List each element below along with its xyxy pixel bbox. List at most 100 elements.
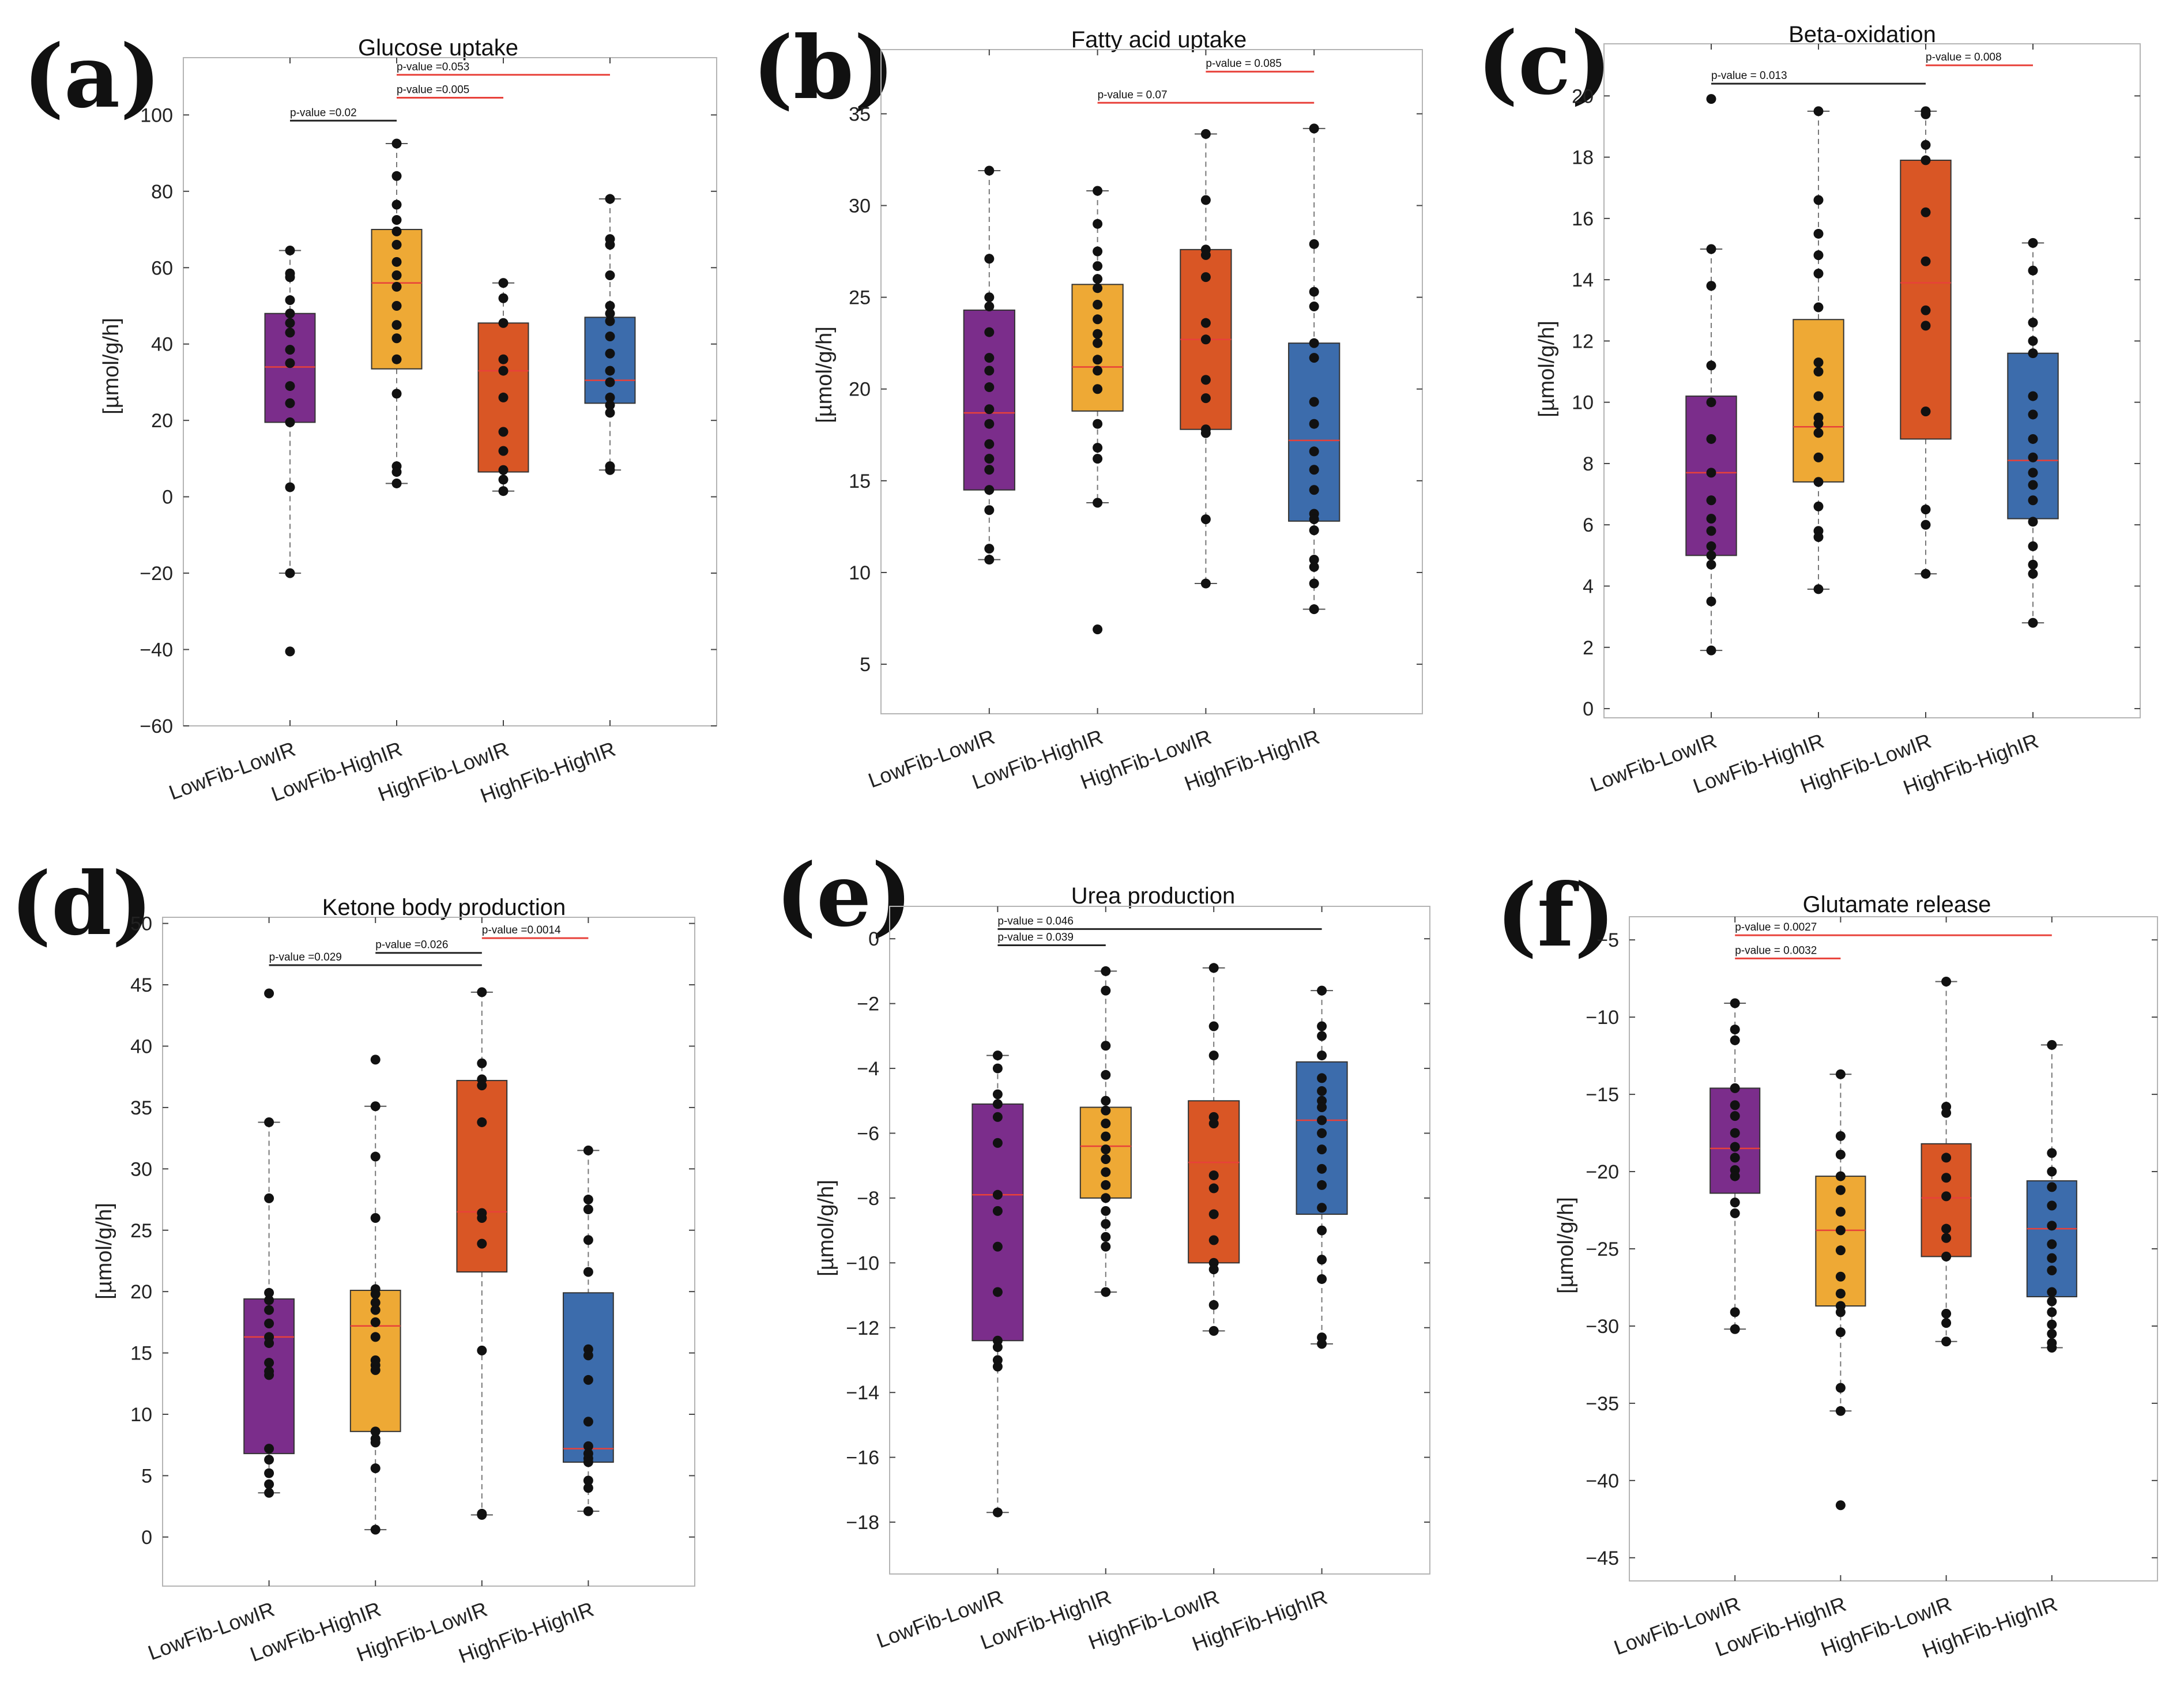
data-point [1309,302,1319,312]
data-point [1706,550,1716,560]
data-point [1208,1326,1219,1336]
data-point [2047,1287,2057,1297]
data-point [370,1365,381,1375]
y-tick-label: 0 [868,928,879,950]
data-point [370,1055,381,1065]
data-point [2047,1296,2057,1306]
data-point [1200,318,1211,328]
data-point [391,300,402,311]
data-point [285,417,295,427]
data-point [1309,578,1319,589]
data-point [1706,468,1716,478]
data-point [1813,477,1824,487]
data-point [1730,1198,1740,1208]
data-point [605,392,615,402]
data-point [264,1444,274,1454]
data-point [1317,1274,1327,1284]
data-point [605,465,615,475]
data-point [1706,596,1716,607]
y-tick-label: −60 [140,716,173,737]
data-point [1309,287,1319,297]
y-tick-label: 8 [1583,453,1594,475]
data-point [984,485,995,495]
data-point [984,302,995,312]
data-point [1941,977,1952,987]
p-value-label: p-value = 0.0032 [1735,944,1817,957]
data-point [498,366,509,376]
data-point [370,1426,381,1437]
data-point [477,1058,487,1068]
data-point [1101,1105,1111,1116]
y-tick-label: 5 [141,1465,152,1487]
data-point [1309,514,1319,525]
panel-a: (a) Glucose uptake [µmol/g/h] −60 −40 −20 0… [23,26,717,808]
data-point [1317,1115,1327,1125]
data-point [1730,1025,1740,1035]
data-point [264,1455,274,1465]
data-point [498,318,509,328]
y-tick-label: 80 [151,181,173,203]
y-tick-label: 12 [1572,330,1594,352]
data-point [605,366,615,376]
data-point [1200,578,1211,589]
data-point [1101,1131,1111,1142]
data-point [2028,541,2038,551]
data-point [2047,1221,2057,1231]
data-point [1309,562,1319,572]
data-point [1921,504,1931,515]
data-point [1093,274,1103,284]
data-point [2047,1328,2057,1339]
data-point [264,1295,274,1305]
data-point [605,348,615,359]
data-point [1208,1170,1219,1181]
data-point [1730,1142,1740,1152]
data-point [1941,1173,1952,1183]
data-point [391,281,402,292]
data-point [1101,1144,1111,1155]
data-point [1309,419,1319,429]
data-point [285,482,295,492]
y-axis-label-f: [µmol/g/h] [1554,1197,1578,1294]
data-point [285,646,295,657]
data-point [1835,1271,1846,1282]
p-value-label: p-value =0.026 [375,939,448,951]
data-point [1835,1289,1846,1299]
data-point [285,295,295,306]
data-point [1101,1167,1111,1177]
data-point [1813,428,1824,438]
y-tick-label: 14 [1572,269,1594,291]
data-point [1813,584,1824,594]
data-point [1093,384,1103,394]
data-point [2028,495,2038,506]
data-point [498,392,509,402]
p-value-label: p-value = 0.0027 [1735,921,1817,933]
axes-frame-d [162,917,695,1587]
data-point [992,1287,1003,1297]
data-point [984,165,995,176]
data-point [264,1488,274,1498]
data-point [605,400,615,411]
data-point [1835,1185,1846,1195]
data-point [984,366,995,376]
y-tick-label: −8 [857,1188,879,1210]
data-point [1835,1171,1846,1181]
panel-d: (d) Ketone body production [µmol/g/h] 0 5… [10,853,695,1668]
data-point [1941,1309,1952,1319]
data-point [285,272,295,283]
data-point [285,318,295,328]
data-point [1317,1128,1327,1138]
y-axis-label-c: [µmol/g/h] [1535,321,1559,417]
data-point [2028,265,2038,276]
data-point [1813,419,1824,429]
data-point [1101,1241,1111,1252]
data-point [1941,1108,1952,1118]
data-point [2047,1200,2057,1211]
data-point [605,316,615,326]
data-point [2047,1148,2057,1158]
chart-title-f: Glutamate release [1803,892,1991,917]
data-point [1309,123,1319,134]
data-point [583,1145,593,1155]
box-highfib-lowir [1900,159,1952,440]
data-point [1093,314,1103,325]
data-point [992,1112,1003,1122]
